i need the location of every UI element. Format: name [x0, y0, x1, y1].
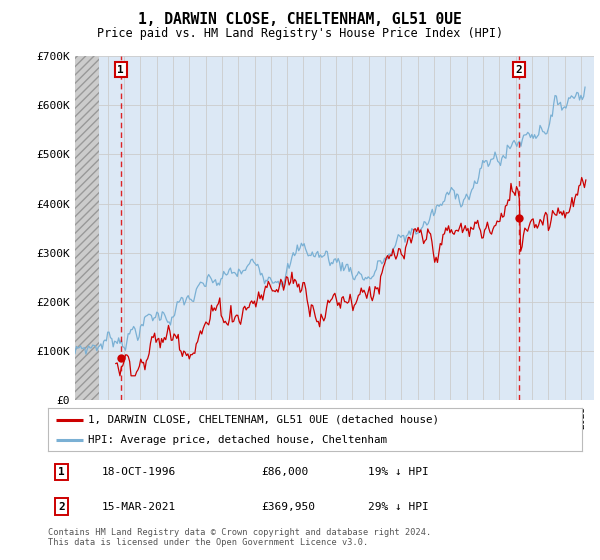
Text: Price paid vs. HM Land Registry's House Price Index (HPI): Price paid vs. HM Land Registry's House … [97, 27, 503, 40]
Text: 29% ↓ HPI: 29% ↓ HPI [368, 502, 429, 511]
Text: 2: 2 [58, 502, 65, 511]
Text: £86,000: £86,000 [262, 468, 309, 477]
Bar [75, 56, 100, 400]
Text: 1, DARWIN CLOSE, CHELTENHAM, GL51 0UE (detached house): 1, DARWIN CLOSE, CHELTENHAM, GL51 0UE (d… [88, 415, 439, 424]
Text: 18-OCT-1996: 18-OCT-1996 [101, 468, 176, 477]
Text: £369,950: £369,950 [262, 502, 316, 511]
Text: 1: 1 [118, 64, 124, 74]
Text: Contains HM Land Registry data © Crown copyright and database right 2024.
This d: Contains HM Land Registry data © Crown c… [48, 528, 431, 547]
Text: 1, DARWIN CLOSE, CHELTENHAM, GL51 0UE: 1, DARWIN CLOSE, CHELTENHAM, GL51 0UE [138, 12, 462, 27]
Text: 2: 2 [516, 64, 523, 74]
Text: 1: 1 [58, 468, 65, 477]
Text: HPI: Average price, detached house, Cheltenham: HPI: Average price, detached house, Chel… [88, 435, 387, 445]
Text: 15-MAR-2021: 15-MAR-2021 [101, 502, 176, 511]
Text: 19% ↓ HPI: 19% ↓ HPI [368, 468, 429, 477]
